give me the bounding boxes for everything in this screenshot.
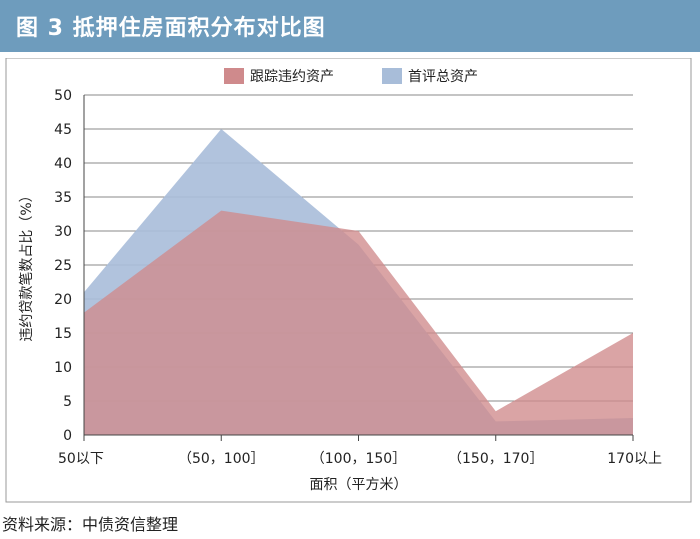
x-tick-label: （50，100］	[178, 451, 265, 467]
x-tick-label: （150，170］	[448, 451, 543, 467]
y-tick-label: 15	[54, 326, 72, 342]
y-tick-label: 40	[54, 156, 72, 172]
legend-swatch	[382, 68, 402, 84]
legend-swatch	[224, 68, 244, 84]
y-tick-label: 0	[63, 428, 72, 444]
figure-header: 图 3 抵押住房面积分布对比图	[0, 0, 700, 52]
y-tick-label: 5	[63, 394, 72, 410]
y-tick-label: 50	[54, 88, 72, 104]
area-series-tracked	[84, 210, 633, 435]
y-tick-label: 25	[54, 258, 72, 274]
y-tick-label: 10	[54, 360, 72, 376]
area-chart: 0 5 10 15 20 25 30 35 40 45 50 50以下 （50，100］ （100，150…	[5, 57, 692, 503]
legend-label: 首评总资产	[408, 69, 478, 85]
x-tick-label: 170以上	[607, 451, 662, 467]
y-tick-label: 35	[54, 190, 72, 206]
legend-label: 跟踪违约资产	[250, 69, 334, 85]
x-tick-label: 50以下	[58, 451, 104, 467]
figure-title: 图 3 抵押住房面积分布对比图	[16, 16, 326, 41]
x-tick-label: （100，150］	[311, 451, 406, 467]
y-tick-label: 30	[54, 224, 72, 240]
source-note: 资料来源：中债资信整理	[2, 515, 179, 534]
y-tick-label: 45	[54, 122, 72, 138]
y-axis-title: 违约贷款笔数占比（%）	[19, 188, 35, 341]
x-axis-title: 面积（平方米）	[310, 477, 408, 493]
y-tick-label: 20	[54, 292, 72, 308]
chart-frame: 0 5 10 15 20 25 30 35 40 45 50 50以下 （50，100］ （100，150…	[0, 57, 700, 504]
